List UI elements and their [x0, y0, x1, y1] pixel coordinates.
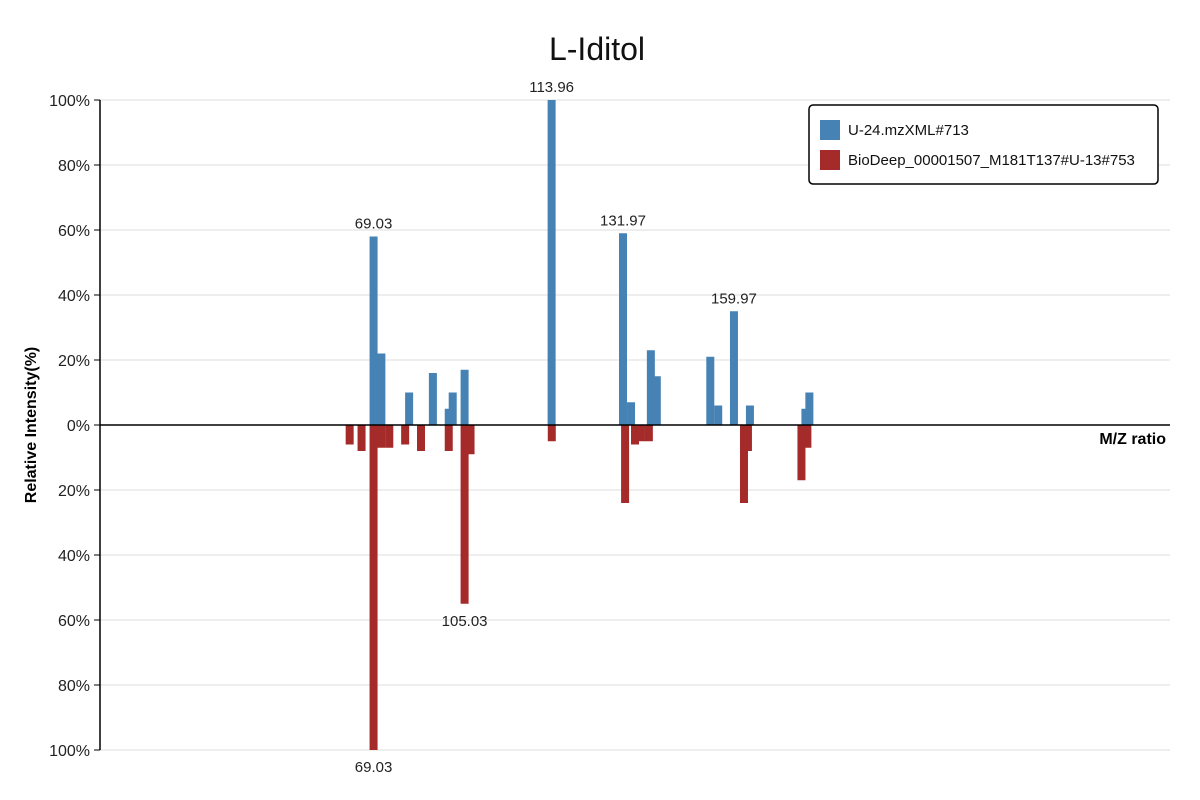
sample-peak-bar: [652, 376, 661, 425]
sample-peak-bar: [646, 350, 655, 425]
y-ticks: 100% 80% 60% 40% 20% 0% 20% 40% 60% 80% 100%: [49, 93, 100, 760]
peak-labels: 69.03 113.96 131.97 159.97 69.03 105.03: [355, 79, 757, 776]
sample-peak-bar: [460, 369, 469, 425]
reference-peak-bar: [466, 425, 475, 455]
reference-peak-bar: [357, 425, 366, 451]
bars: [345, 100, 814, 750]
reference-peak-bar: [621, 425, 630, 503]
peak-label: 69.03: [355, 216, 393, 233]
reference-peak-bar: [345, 425, 354, 445]
peak-label: 105.03: [442, 613, 488, 630]
reference-peak-bar: [369, 425, 378, 750]
reference-peak-bar: [444, 425, 453, 451]
peak-label: 131.97: [600, 212, 646, 229]
x-axis-label: M/Z ratio: [1099, 431, 1166, 448]
legend-swatch-series-2: [820, 150, 840, 170]
y-tick-label: 100%: [49, 743, 90, 760]
reference-peak-bar: [636, 425, 645, 442]
y-tick-label: 40%: [58, 288, 90, 305]
reference-peak-bar: [797, 425, 806, 481]
y-tick-label: 60%: [58, 223, 90, 240]
sample-peak-bar: [714, 405, 723, 425]
sample-peak-bar: [627, 402, 636, 425]
sample-peak-bar: [405, 392, 414, 425]
sample-peak-bar: [805, 392, 814, 425]
y-tick-label: 80%: [58, 158, 90, 175]
sample-peak-bar: [448, 392, 457, 425]
y-tick-label: 20%: [58, 353, 90, 370]
y-tick-label: 0%: [67, 418, 90, 435]
y-tick-label: 80%: [58, 678, 90, 695]
peak-label: 159.97: [711, 290, 757, 307]
sample-peak-bar: [377, 353, 386, 425]
sample-peak-bar: [369, 236, 378, 425]
reference-peak-bar: [377, 425, 386, 448]
y-axis-label: Relative Intensity(%): [23, 347, 40, 503]
legend-entry-series-1: U-24.mzXML#713: [848, 122, 969, 139]
legend-swatch-series-1: [820, 120, 840, 140]
sample-peak-bar: [706, 356, 715, 425]
reference-peak-bar: [460, 425, 469, 604]
peak-label: 69.03: [355, 759, 393, 776]
grid-lines: [100, 99, 1170, 751]
y-tick-label: 100%: [49, 93, 90, 110]
legend-entry-series-2: BioDeep_00001507_M181T137#U-13#753: [848, 152, 1135, 169]
y-tick-label: 20%: [58, 483, 90, 500]
sample-peak-bar: [745, 405, 754, 425]
y-tick-label: 60%: [58, 613, 90, 630]
sample-peak-bar: [547, 100, 556, 425]
legend-box: [808, 104, 1159, 185]
reference-peak-bar: [401, 425, 410, 445]
peak-label: 113.96: [529, 79, 574, 96]
reference-peak-bar: [547, 425, 556, 442]
reference-peak-bar: [631, 425, 639, 445]
reference-peak-bar: [743, 425, 752, 451]
axes: [99, 100, 1170, 750]
reference-peak-bar: [417, 425, 425, 451]
legend: U-24.mzXML#713 BioDeep_00001507_M181T137…: [808, 104, 1159, 185]
reference-peak-bar: [644, 425, 653, 442]
reference-peak-bar: [739, 425, 748, 503]
sample-peak-bar: [428, 373, 437, 425]
reference-peak-bar: [385, 425, 394, 448]
sample-peak-bar: [729, 311, 738, 425]
sample-peak-bar: [618, 233, 627, 425]
chart-title: L-Iditol: [549, 31, 645, 67]
y-tick-label: 40%: [58, 548, 90, 565]
reference-peak-bar: [803, 425, 812, 448]
